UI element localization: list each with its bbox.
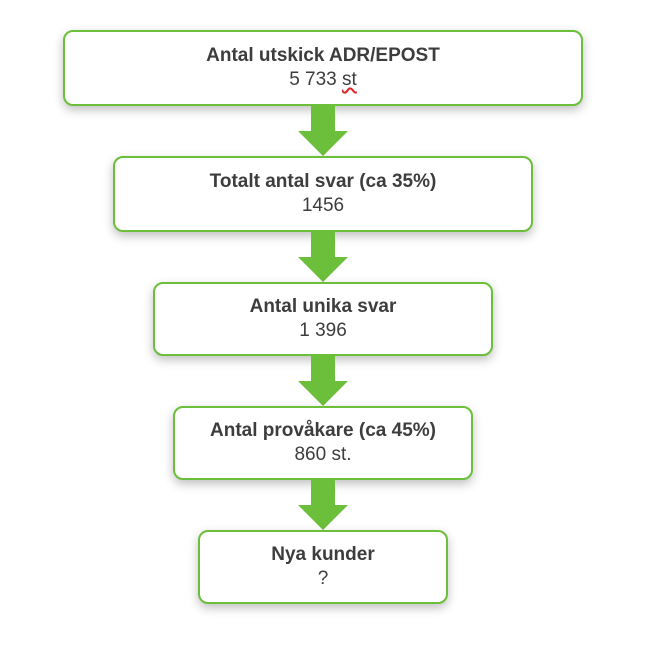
node-totalt-svar: Totalt antal svar (ca 35%) 1456 [113,156,533,232]
node-value: 1456 [302,194,344,218]
arrow-down-icon [298,480,348,535]
node-value: 5 733 st [289,68,357,92]
arrow-down-icon [298,232,348,287]
node-utskick: Antal utskick ADR/EPOST 5 733 st [63,30,583,106]
node-provakare: Antal provåkare (ca 45%) 860 st. [173,406,473,480]
arrow-down-icon [298,106,348,161]
node-value: ? [318,567,329,591]
node-value: 860 st. [294,443,351,467]
node-title: Antal unika svar [250,295,397,319]
arrow-down-icon [298,356,348,411]
node-value: 1 396 [299,319,347,343]
node-unika-svar: Antal unika svar 1 396 [153,282,493,356]
node-title: Nya kunder [271,543,374,567]
node-title: Totalt antal svar (ca 35%) [210,170,437,194]
node-title: Antal provåkare (ca 45%) [210,419,436,443]
node-title: Antal utskick ADR/EPOST [206,44,440,68]
flowchart-canvas: Antal utskick ADR/EPOST 5 733 st Totalt … [0,0,646,662]
node-nya-kunder: Nya kunder ? [198,530,448,604]
spellcheck-squiggle: st [342,69,357,90]
